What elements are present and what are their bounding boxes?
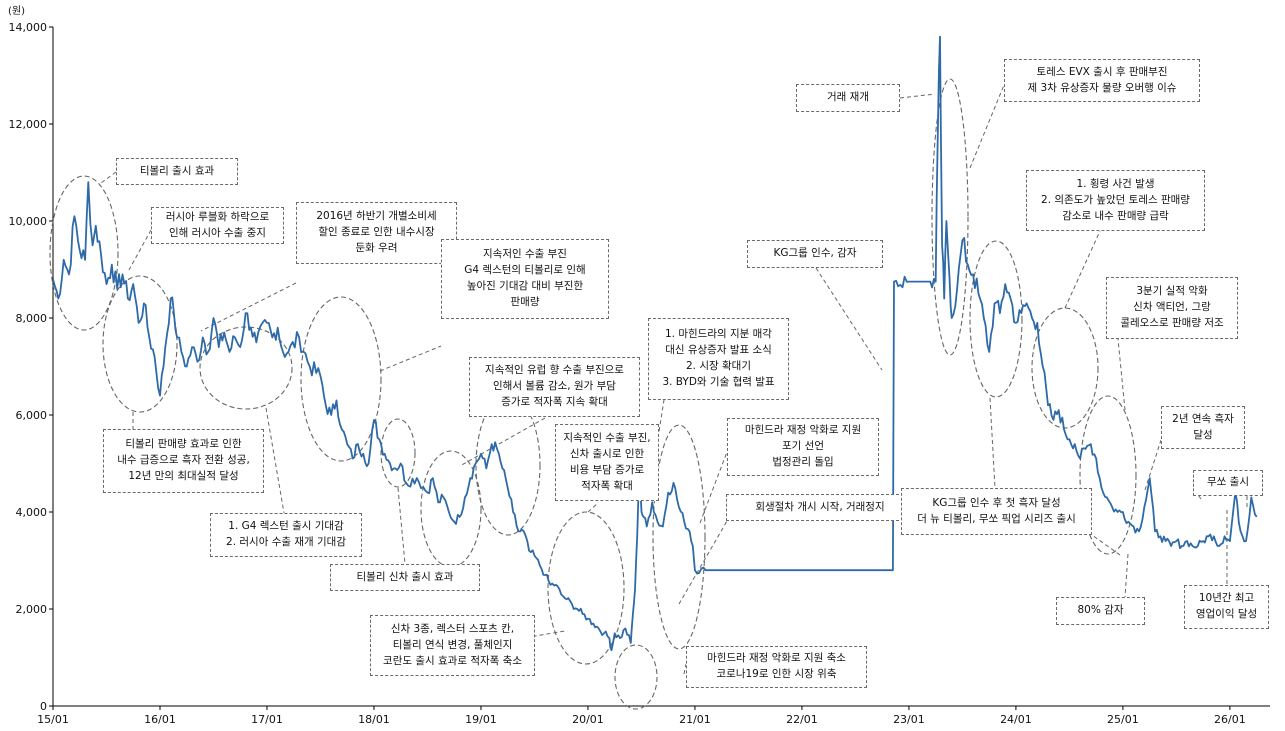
annotation-leader xyxy=(1124,553,1129,598)
annotation-box: 2년 연속 흑자 달성 xyxy=(1161,406,1245,449)
annotation-box: 무쏘 출시 xyxy=(1193,470,1263,496)
highlight-ellipse xyxy=(614,644,658,710)
annotation-box: 1. 마힌드라의 지분 매각 대신 유상증자 발표 소식 2. 시장 확대기 3… xyxy=(648,318,789,400)
y-tick-label: 8,000 xyxy=(16,312,48,325)
annotation-box: 티볼리 판매량 효과로 인한 내수 급증으로 흑자 전환 성공, 12년 만의 … xyxy=(103,429,264,493)
annotation-leader xyxy=(1144,439,1162,491)
annotation-box: 회생절차 개시 시작, 거래정지 xyxy=(726,494,914,521)
x-tick-label: 22/01 xyxy=(786,713,818,726)
highlight-ellipse xyxy=(49,175,119,331)
highlight-ellipse xyxy=(931,78,969,356)
x-tick-label: 20/01 xyxy=(572,713,604,726)
price-series-line xyxy=(52,35,1258,652)
y-tick-label: 10,000 xyxy=(9,215,48,228)
x-tick-label: 19/01 xyxy=(465,713,497,726)
highlight-ellipse xyxy=(1079,395,1137,555)
highlight-ellipse xyxy=(1031,307,1099,429)
annotation-leader xyxy=(969,84,1005,169)
x-tick-label: 17/01 xyxy=(251,713,283,726)
annotation-box: 10년간 최고 영업이익 달성 xyxy=(1184,585,1269,629)
annotation-box: 80% 감자 xyxy=(1056,597,1145,625)
annotation-leader xyxy=(379,345,442,372)
annotation-leader xyxy=(699,451,728,524)
annotation-box: 마힌드라 재정 악화로 지원 축소 코로나19로 인한 시장 위축 xyxy=(686,646,867,688)
x-tick-label: 26/01 xyxy=(1214,713,1246,726)
annotation-box: KG그룹 인수, 감자 xyxy=(747,240,883,268)
annotation-box: 러시아 루블화 하락으로 인해 러시아 수출 중지 xyxy=(151,207,284,244)
x-tick-label: 25/01 xyxy=(1107,713,1139,726)
annotation-box: 티볼리 신차 출시 효과 xyxy=(330,564,480,591)
highlight-ellipse xyxy=(380,418,416,488)
y-tick-label: 14,000 xyxy=(9,21,48,34)
x-tick-label: 21/01 xyxy=(679,713,711,726)
annotation-box: 1. G4 렉스턴 출시 기대감 2. 러시아 수출 재개 기대감 xyxy=(210,513,362,557)
highlight-ellipse xyxy=(199,326,293,410)
annotation-box: KG그룹 인수 후 첫 흑자 달성 더 뉴 티볼리, 무쏘 픽업 시리즈 출시 xyxy=(901,488,1092,535)
highlight-ellipse xyxy=(300,296,382,462)
annotation-leader xyxy=(200,282,297,332)
annotation-leader xyxy=(989,397,996,489)
highlight-ellipse xyxy=(420,450,482,568)
annotation-box: 신차 3종, 렉스터 스포츠 칸, 티볼리 연식 변경, 풀체인지 코란도 출시… xyxy=(370,615,535,676)
highlight-ellipse xyxy=(652,424,706,650)
annotation-leader xyxy=(815,267,883,371)
highlight-ellipse xyxy=(102,275,178,413)
annotation-leader xyxy=(128,229,152,271)
annotation-leader xyxy=(899,93,936,99)
annotation-box: 3분기 실적 악화 신차 액티언, 그랑 콜레오스로 판매량 저조 xyxy=(1106,277,1238,339)
annotation-box: 토레스 EVX 출시 후 판매부진 제 3차 유상증자 물량 오버행 이슈 xyxy=(1004,59,1200,102)
annotation-leader xyxy=(1117,338,1126,411)
annotation-box: 1. 횡령 사건 발생 2. 의존도가 높았던 토레스 판매량 감소로 내수 판… xyxy=(1026,170,1205,231)
annotation-leader xyxy=(459,417,546,467)
y-tick-label: 2,000 xyxy=(16,603,48,616)
x-tick-label: 15/01 xyxy=(37,713,69,726)
annotation-box: 2016년 하반기 개별소비세 할인 종료로 인한 내수시장 둔화 우려 xyxy=(296,202,457,264)
highlight-ellipse xyxy=(547,511,625,665)
annotation-leader xyxy=(587,502,599,513)
annotation-leader xyxy=(683,663,687,675)
annotation-box: 티볼리 출시 효과 xyxy=(116,158,238,185)
annotation-leader xyxy=(1192,487,1202,500)
x-tick-label: 16/01 xyxy=(144,713,176,726)
annotation-box: 마힌드라 재정 악화로 지원 포기 선언 법정관리 돌입 xyxy=(727,418,879,476)
y-tick-label: 12,000 xyxy=(9,118,48,131)
annotation-leader xyxy=(397,487,406,565)
highlight-ellipse xyxy=(969,240,1023,398)
y-tick-label: 0 xyxy=(40,700,47,713)
x-tick-label: 24/01 xyxy=(1000,713,1032,726)
annotation-box: 지속저인 수출 부진 G4 렉스턴의 티볼리로 인해 높아진 기대감 대비 부진… xyxy=(441,239,609,319)
x-tick-label: 23/01 xyxy=(893,713,925,726)
annotation-box: 지속적인 유럽 향 수출 부진으로 인해서 볼륨 감소, 원가 부담 증가로 적… xyxy=(469,357,640,417)
y-tick-label: 4,000 xyxy=(16,506,48,519)
annotation-box: 지속적인 수출 부진, 신차 출시로 인한 비용 부담 증가로 적자폭 확대 xyxy=(555,424,659,501)
annotation-leader xyxy=(100,171,117,184)
annotation-leader xyxy=(1064,230,1101,309)
y-axis-unit-label: (원) xyxy=(8,6,26,17)
y-tick-label: 6,000 xyxy=(16,409,48,422)
annotation-box: 거래 재개 xyxy=(796,84,900,112)
annotation-leader xyxy=(678,520,728,605)
annotation-leader xyxy=(265,407,285,514)
x-tick-label: 18/01 xyxy=(358,713,390,726)
